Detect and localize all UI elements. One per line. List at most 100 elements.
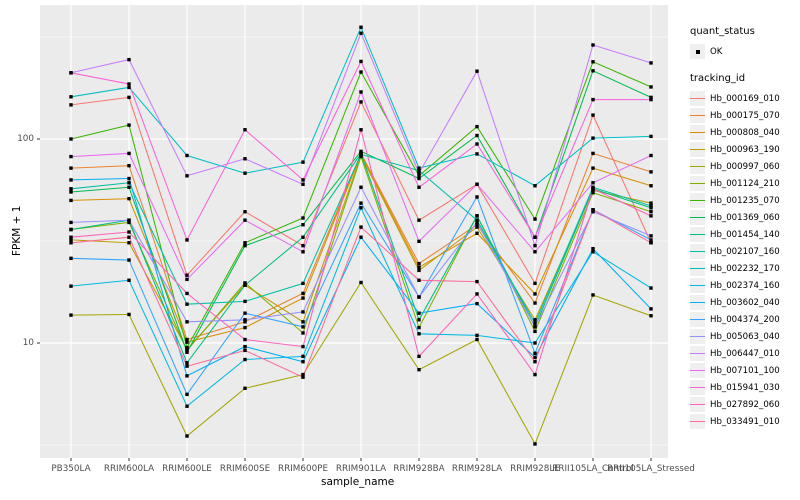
data-point xyxy=(69,227,73,232)
line-key-icon xyxy=(690,183,705,185)
data-point xyxy=(417,185,421,189)
data-point xyxy=(417,268,421,273)
data-point xyxy=(243,344,247,349)
data-point xyxy=(301,354,305,359)
legend-item-tracking-id: Hb_000963_190 xyxy=(690,142,800,157)
data-point xyxy=(243,325,247,330)
data-point xyxy=(591,181,595,185)
legend-tracking-id-block: tracking_id Hb_000169_010 Hb_000175_070 Hb… xyxy=(690,73,800,429)
data-point xyxy=(69,241,73,245)
data-point xyxy=(301,216,305,220)
line-key-icon xyxy=(690,268,705,270)
data-point xyxy=(359,31,363,35)
data-point xyxy=(69,238,73,242)
legend-quant-status-block: quant_status OK xyxy=(690,26,800,59)
data-point xyxy=(475,292,479,296)
legend-key xyxy=(690,380,705,395)
data-point xyxy=(417,174,421,178)
legend-item-label: Hb_006447_010 xyxy=(710,348,780,359)
legend: quant_status OK tracking_id Hb_000169_01… xyxy=(690,26,800,431)
data-point xyxy=(301,223,305,227)
data-point xyxy=(417,325,421,330)
data-point xyxy=(359,128,363,132)
legend-item-label: Hb_005063_040 xyxy=(710,331,780,342)
legend-item-quant-status: OK xyxy=(690,44,800,59)
data-point xyxy=(417,261,421,266)
legend-item-tracking-id: Hb_000808_040 xyxy=(690,125,800,140)
data-point xyxy=(127,163,131,168)
data-point xyxy=(243,218,247,222)
data-point xyxy=(301,250,305,254)
legend-item-label: Hb_015941_030 xyxy=(710,382,780,393)
data-point xyxy=(649,286,653,290)
data-point xyxy=(185,238,189,242)
data-point xyxy=(649,97,653,102)
data-point xyxy=(417,295,421,299)
data-point xyxy=(475,333,479,338)
data-point xyxy=(533,351,537,356)
data-point xyxy=(127,312,131,317)
data-point xyxy=(243,171,247,175)
legend-item-tracking-id: Hb_015941_030 xyxy=(690,380,800,395)
data-point xyxy=(243,241,247,245)
data-point xyxy=(301,344,305,349)
data-point xyxy=(417,311,421,315)
data-point xyxy=(243,157,247,161)
data-point xyxy=(417,218,421,222)
data-point xyxy=(243,311,247,315)
legend-item-label: Hb_000997_060 xyxy=(710,161,780,172)
data-point xyxy=(591,250,595,254)
legend-key xyxy=(690,397,705,412)
legend-item-tracking-id: Hb_001369_060 xyxy=(690,210,800,225)
x-tick-label: RRIM600PE xyxy=(277,464,329,474)
data-point xyxy=(301,375,305,379)
line-key-icon xyxy=(690,98,705,100)
data-point xyxy=(185,277,189,282)
data-point xyxy=(417,176,421,181)
data-point xyxy=(69,166,73,170)
legend-item-label: Hb_000175_070 xyxy=(710,110,780,121)
data-point xyxy=(649,314,653,318)
y-tick-label: 100 xyxy=(17,133,34,144)
data-point xyxy=(301,359,305,364)
data-point xyxy=(591,151,595,156)
data-point xyxy=(243,243,247,248)
legend-item-label: Hb_001369_060 xyxy=(710,212,780,223)
data-point xyxy=(185,337,189,342)
data-point xyxy=(301,281,305,286)
line-key-icon xyxy=(690,404,705,406)
line-key-icon xyxy=(690,387,705,389)
data-point xyxy=(533,442,537,446)
data-point xyxy=(649,234,653,238)
data-point xyxy=(127,57,131,62)
data-point xyxy=(359,154,363,159)
line-key-icon xyxy=(690,200,705,202)
data-point xyxy=(127,241,131,245)
legend-tracking-id-title: tracking_id xyxy=(690,73,746,84)
data-point xyxy=(127,82,131,86)
data-point xyxy=(301,182,305,186)
legend-key xyxy=(690,193,705,208)
data-point xyxy=(185,392,189,397)
legend-item-tracking-id: Hb_002107_160 xyxy=(690,244,800,259)
data-point xyxy=(649,134,653,139)
legend-key xyxy=(690,159,705,174)
data-point xyxy=(301,160,305,164)
data-point xyxy=(127,258,131,262)
data-point xyxy=(649,204,653,208)
x-tick-label: RRII105LA_Stressed xyxy=(607,464,695,474)
data-point xyxy=(649,210,653,214)
data-point xyxy=(417,171,421,175)
data-point xyxy=(185,320,189,324)
legend-item-label: Hb_001454_140 xyxy=(710,229,780,240)
data-point xyxy=(533,292,537,296)
y-tick-label: 10 xyxy=(22,337,34,348)
data-point xyxy=(533,355,537,360)
legend-item-tracking-id: Hb_007101_100 xyxy=(690,363,800,378)
x-axis-title: sample_name xyxy=(321,476,395,488)
data-point xyxy=(69,256,73,261)
data-point xyxy=(359,149,363,154)
line-key-icon xyxy=(690,115,705,117)
data-point xyxy=(591,69,595,73)
